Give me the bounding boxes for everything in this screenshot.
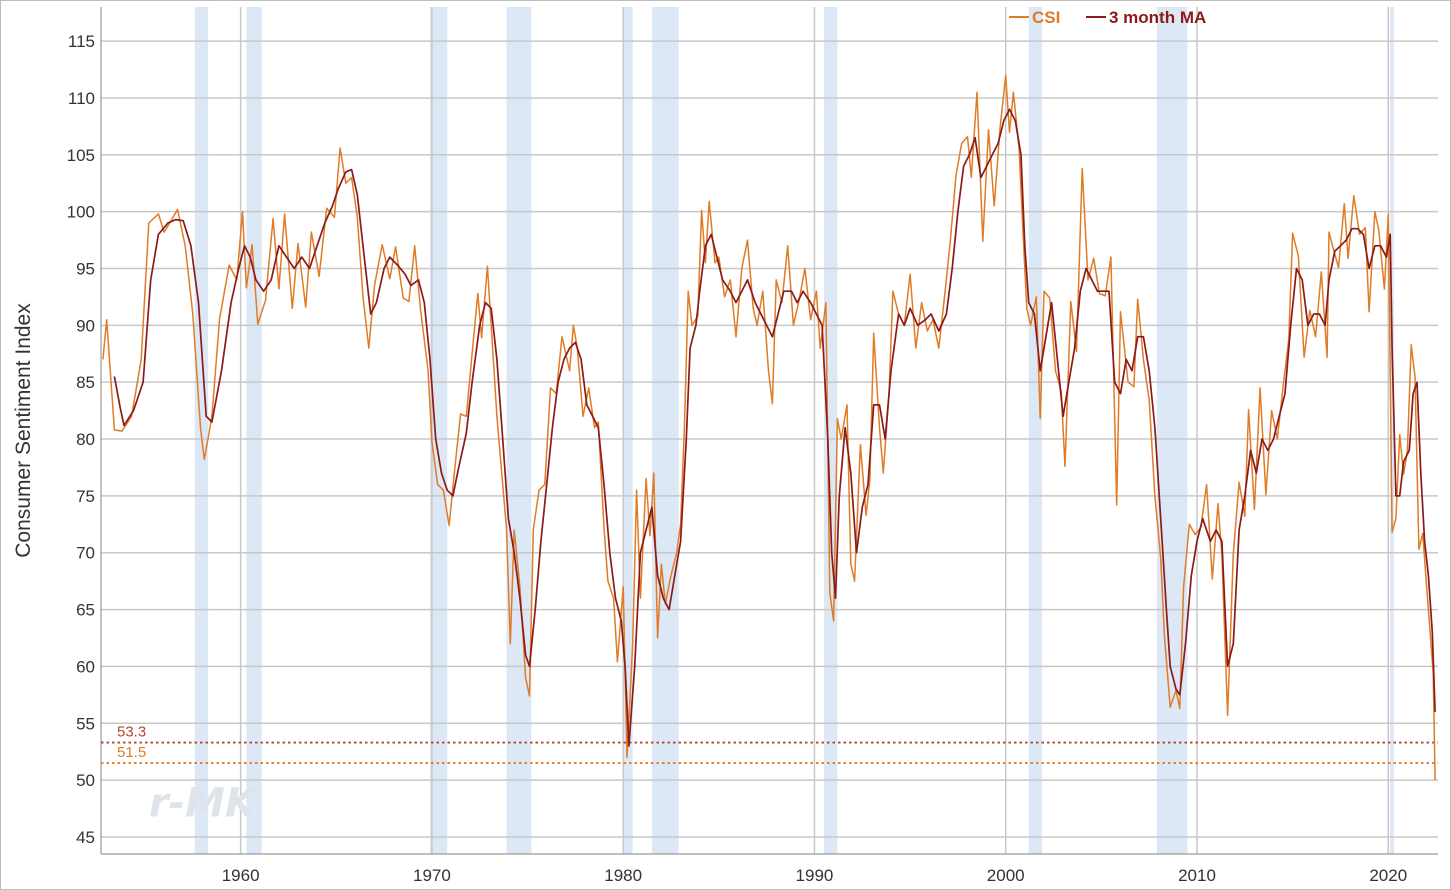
- watermark: r-MK: [149, 780, 259, 826]
- recession-band-6: [824, 7, 838, 854]
- y-tick-label-75: 75: [76, 487, 95, 506]
- x-tick-label-1990: 1990: [796, 866, 834, 885]
- y-tick-label-70: 70: [76, 544, 95, 563]
- y-tick-label-65: 65: [76, 601, 95, 620]
- y-tick-label-60: 60: [76, 657, 95, 676]
- recession-band-3: [506, 7, 532, 854]
- recession-bands: [194, 7, 1395, 854]
- reference-label-53.3: 53.3: [117, 724, 146, 741]
- y-tick-labels: 45 50 55 60 65 70 75 80 85 90 95 100 105 110 115: [67, 32, 95, 847]
- x-tick-label-2010: 2010: [1178, 866, 1216, 885]
- x-tick-label-1970: 1970: [413, 866, 451, 885]
- reference-lines: 53.3 51.5: [101, 724, 1438, 764]
- recession-band-4: [623, 7, 633, 854]
- y-tick-label-50: 50: [76, 771, 95, 790]
- y-tick-label-90: 90: [76, 316, 95, 335]
- watermark-text: r-MK: [149, 780, 259, 826]
- x-tick-labels: 1960 1970 1980 1990 2000 2010 2020: [222, 866, 1407, 885]
- reference-label-51.5: 51.5: [117, 744, 146, 761]
- recession-band-5: [651, 7, 679, 854]
- legend-label-ma: 3 month MA: [1109, 8, 1206, 27]
- y-tick-label-100: 100: [67, 203, 95, 222]
- legend: CSI 3 month MA: [1009, 8, 1206, 27]
- y-axis-label: Consumer Sentiment Index: [12, 303, 35, 558]
- recession-band-9: [1390, 7, 1395, 854]
- y-tick-label-80: 80: [76, 430, 95, 449]
- grid-lines: [100, 7, 1438, 855]
- x-tick-label-2020: 2020: [1369, 866, 1407, 885]
- y-tick-label-95: 95: [76, 259, 95, 278]
- y-tick-label-55: 55: [76, 714, 95, 733]
- recession-band-8: [1156, 7, 1188, 854]
- y-tick-label-115: 115: [68, 32, 95, 51]
- data-series: [102, 74, 1436, 781]
- recession-band-1: [246, 7, 262, 854]
- x-tick-label-2000: 2000: [987, 866, 1025, 885]
- series-line-ma: [113, 108, 1436, 747]
- recession-band-7: [1028, 7, 1043, 854]
- recession-band-2: [429, 7, 448, 854]
- y-tick-label-110: 110: [68, 89, 95, 108]
- y-tick-label-45: 45: [76, 828, 95, 847]
- series-line-csi: [102, 74, 1436, 781]
- legend-label-csi: CSI: [1032, 8, 1060, 27]
- y-tick-label-105: 105: [67, 146, 95, 165]
- y-tick-label-85: 85: [76, 373, 95, 392]
- x-tick-label-1960: 1960: [222, 866, 260, 885]
- x-tick-label-1980: 1980: [604, 866, 642, 885]
